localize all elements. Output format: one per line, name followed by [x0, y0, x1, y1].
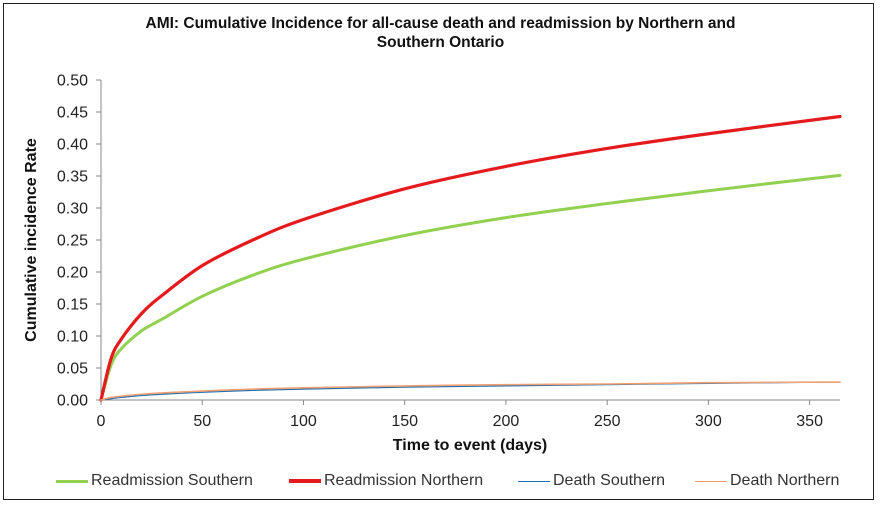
y-tick-label: 0.40 — [57, 137, 88, 154]
y-tick-label: 0.20 — [57, 265, 88, 282]
y-tick-label: 0.05 — [57, 361, 88, 378]
x-axis-label: Time to event (days) — [393, 437, 547, 454]
x-axis-ticks: 0 50 100 150 200 250 300 350 — [97, 400, 823, 430]
y-tick-label: 0.00 — [57, 393, 88, 410]
legend-item-death-southern: Death Southern — [518, 472, 665, 490]
legend-item-readmission-northern: Readmission Northern — [289, 472, 483, 490]
legend-label-death-southern: Death Southern — [553, 472, 666, 489]
legend-swatch-death-southern — [518, 480, 550, 482]
y-tick-label: 0.35 — [57, 169, 88, 186]
x-tick-label: 250 — [594, 413, 621, 430]
legend-swatch-readmission-northern — [289, 479, 321, 483]
x-tick-label: 300 — [695, 413, 722, 430]
series-line-readmission-northern — [99, 114, 842, 402]
legend-swatch-death-northern — [695, 480, 727, 482]
x-tick-label: 100 — [290, 413, 317, 430]
y-tick-label: 0.30 — [57, 201, 88, 218]
legend-item-death-northern: Death Northern — [695, 472, 839, 490]
x-tick-label: 0 — [97, 413, 106, 430]
x-tick-label: 150 — [391, 413, 418, 430]
y-tick-label: 0.50 — [57, 73, 88, 90]
y-axis-label: Cumulative incidence Rate — [23, 138, 40, 342]
line-chart: 0.00 0.05 0.10 0.15 0.20 0.25 0.30 0.35 0.40 0.45… — [23, 73, 842, 454]
series-line-readmission-southern — [99, 173, 842, 402]
legend: Readmission Southern Readmission Norther… — [0, 472, 881, 494]
x-tick-label: 200 — [493, 413, 520, 430]
legend-label-readmission-northern: Readmission Northern — [324, 472, 484, 489]
series-line-death-northern — [100, 381, 841, 401]
chart-title-line-2: Southern Ontario — [376, 34, 505, 51]
chart-title-line-1: AMI: Cumulative Incidence for all-cause … — [145, 15, 736, 32]
legend-label-readmission-southern: Readmission Southern — [91, 472, 253, 489]
legend-swatch-readmission-southern — [56, 479, 88, 483]
y-tick-label: 0.15 — [57, 297, 88, 314]
y-tick-label: 0.10 — [57, 329, 88, 346]
series-layer — [99, 114, 842, 402]
y-tick-label: 0.45 — [57, 105, 88, 122]
legend-label-death-northern: Death Northern — [730, 472, 840, 489]
y-tick-label: 0.25 — [57, 233, 88, 250]
x-tick-label: 50 — [193, 413, 211, 430]
axes — [100, 80, 840, 401]
y-axis-ticks: 0.00 0.05 0.10 0.15 0.20 0.25 0.30 0.35 0.40 0.45… — [57, 73, 101, 410]
chart-frame — [3, 3, 874, 500]
chart-title: AMI: Cumulative Incidence for all-cause … — [0, 14, 881, 52]
x-tick-label: 350 — [796, 413, 823, 430]
legend-item-readmission-southern: Readmission Southern — [56, 472, 253, 490]
